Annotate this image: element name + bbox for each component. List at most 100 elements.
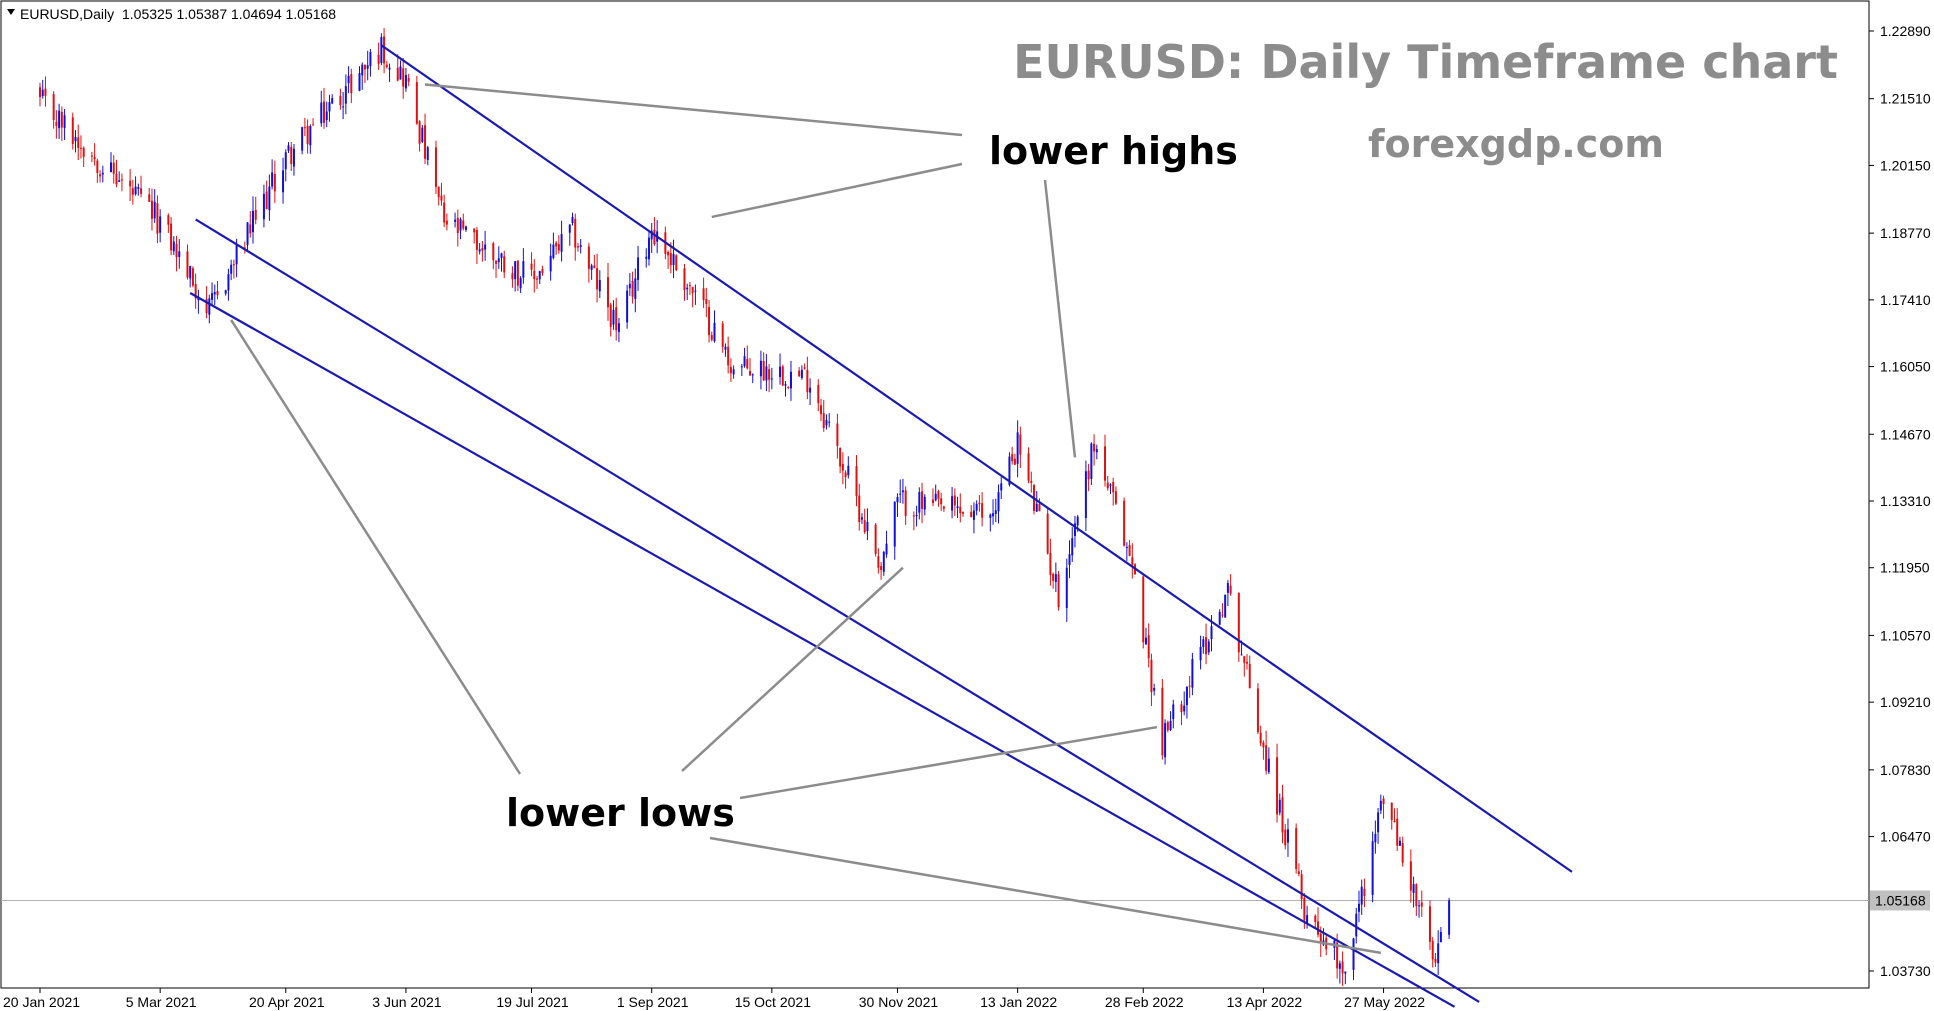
candle-body [970,511,973,518]
candle-body [232,264,235,266]
candle-body [688,285,691,287]
y-tick-label: 1.17410 [1880,292,1931,308]
candle-body [134,186,137,195]
candle-body [710,334,713,340]
candle-body [560,234,563,252]
candle-body [1360,886,1363,905]
candle-body [858,495,861,523]
candle-body [942,506,945,509]
candle-body [1295,828,1298,870]
candle-body [880,566,883,570]
candle-body [994,510,997,514]
y-tick-label: 1.06470 [1880,829,1931,845]
candle-body [615,307,618,331]
candle-body [555,242,558,247]
candle-body [265,191,268,209]
candle-body [41,89,44,97]
candle-body [1281,797,1284,833]
candle-body [959,506,962,514]
candle-body [110,162,113,173]
candle-body [593,265,596,269]
candle-body [874,524,877,554]
candle-body [1013,458,1016,465]
candle-body [350,73,353,94]
candle-body [380,37,383,63]
candle-body [424,125,427,159]
candle-body [538,271,541,280]
candle-body [339,95,342,105]
channel-line [195,218,1480,1003]
candle-body [437,186,440,198]
candle-body [481,248,484,251]
candle-body [1068,554,1071,565]
candle-body [972,510,975,520]
candle-body [79,147,82,149]
candle-body [1431,941,1434,960]
candle-body [1265,745,1268,771]
candle-body [1352,938,1355,970]
candle-body [1319,933,1322,943]
candle-body [301,127,304,151]
candle-body [1202,639,1205,648]
candle-body [1448,900,1451,935]
candle-body [1398,840,1401,846]
candle-body [645,256,648,259]
candle-body [732,369,735,375]
candle-body [702,288,705,301]
candle-body [1428,906,1431,942]
candle-body [915,514,918,517]
candle-body [557,244,560,251]
y-tick-label: 1.22890 [1880,23,1931,39]
channel-line [189,292,1456,1008]
candle-body [617,323,620,332]
candle-body [1087,470,1090,480]
annotation-line [681,566,904,772]
candle-body [1437,943,1440,964]
candle-body [1065,567,1068,609]
candle-body [1401,843,1404,863]
candle-body [287,145,290,151]
candle-body [590,265,593,270]
chart-title: EURUSD: Daily Timeframe chart [1013,35,1838,89]
candle-body [39,87,41,98]
candle-body [1183,705,1186,712]
candle-body [230,264,233,274]
dropdown-triangle-icon[interactable] [7,9,15,15]
candle-body [825,420,828,426]
candle-body [216,291,219,296]
candle-body [1278,799,1281,813]
candle-body [156,203,159,234]
candle-body [1112,481,1115,493]
candle-body [254,209,257,220]
candle-body [1210,626,1213,640]
candle-body [227,274,230,291]
candle-body [784,384,787,386]
candle-body [153,201,156,219]
candle-body [194,283,197,299]
candle-body [459,219,462,231]
candle-body [1038,504,1041,512]
candle-body [1243,656,1246,663]
candle-body [598,280,601,292]
annotation-line [424,83,963,137]
candle-body [273,174,276,192]
candle-body [779,366,782,378]
candle-body [434,147,437,187]
candle-body [342,106,345,108]
candle-body [1306,915,1309,923]
candle-body [904,490,907,516]
candle-body [456,217,459,234]
y-tick-label: 1.13310 [1880,493,1931,509]
candle-body [516,260,519,286]
candle-body [320,102,323,124]
candle-body [1076,516,1079,526]
candle-body [74,137,77,142]
candle-body [511,273,514,280]
candle-body [175,243,178,258]
candle-body [178,251,181,257]
x-tick-label: 20 Apr 2021 [249,994,325,1010]
candle-body [1046,513,1049,554]
candle-body [1371,841,1374,895]
candle-body [1150,659,1153,693]
candle-body [1073,523,1076,536]
